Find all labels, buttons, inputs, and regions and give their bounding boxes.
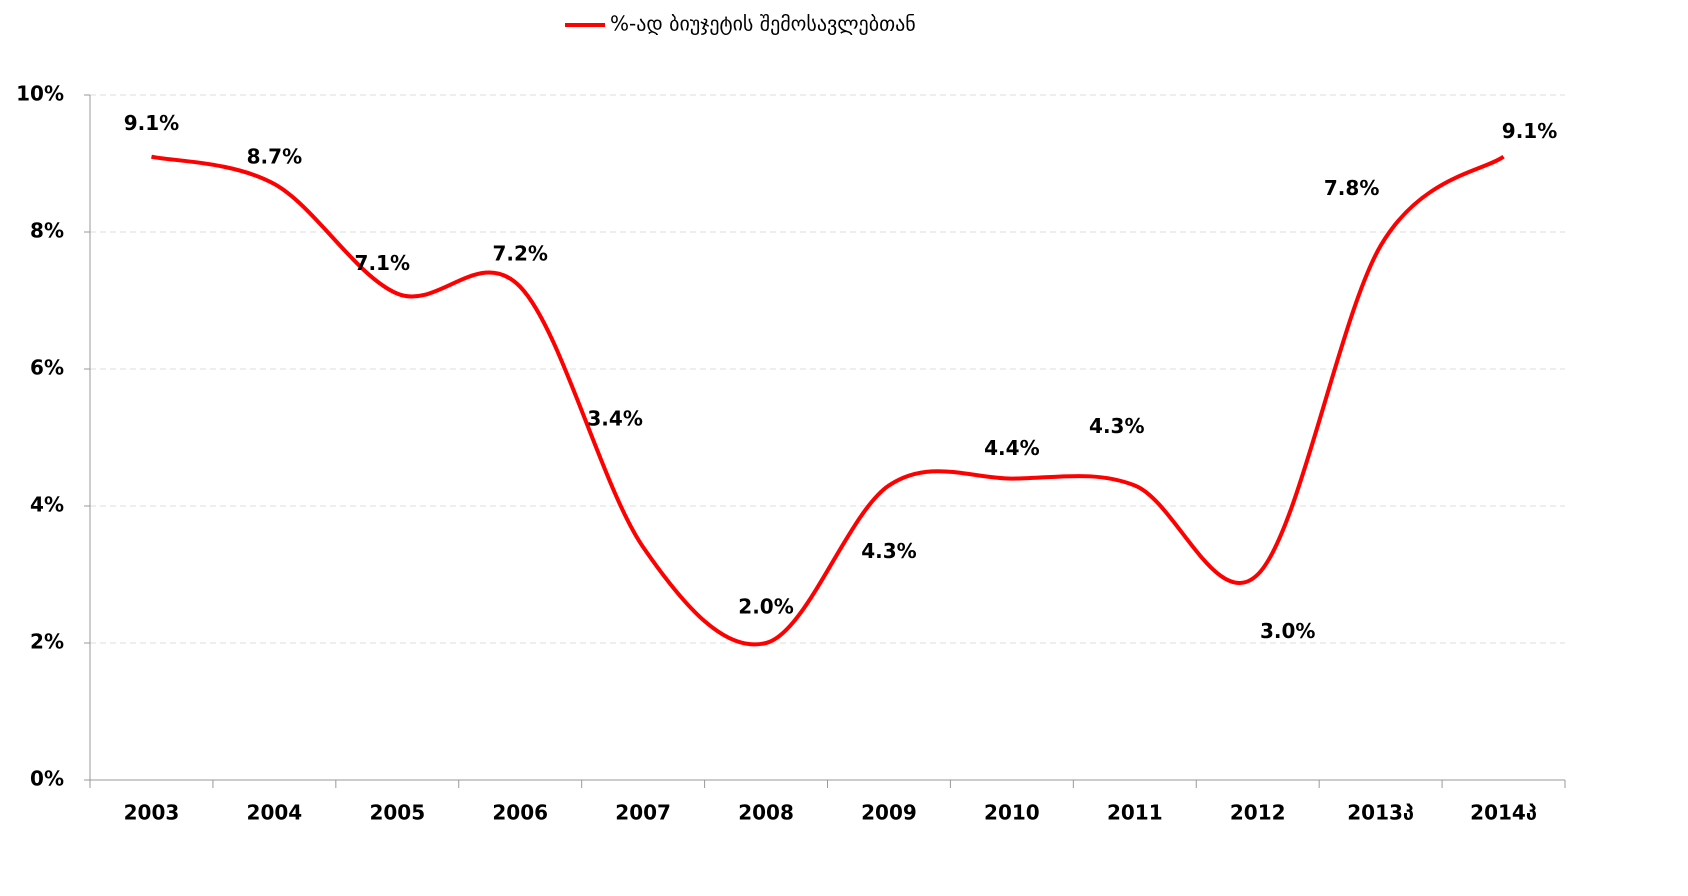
data-label: 2.0% (738, 595, 793, 619)
x-tick-label: 2008 (738, 801, 794, 825)
data-label: 3.4% (587, 407, 642, 431)
y-tick-label: 2% (30, 630, 64, 654)
data-label: 4.3% (1089, 414, 1144, 438)
data-label: 4.4% (984, 436, 1039, 460)
data-label: 9.1% (1502, 119, 1557, 143)
x-tick-label: 2005 (369, 801, 425, 825)
data-label: 7.1% (355, 251, 410, 275)
x-tick-label: 2010 (984, 801, 1040, 825)
legend-text: %-ად ბიუჯეტის შემოსავლებთან (610, 12, 916, 36)
x-tick-label: 2012 (1230, 801, 1286, 825)
line (151, 154, 1505, 647)
data-label: 4.3% (861, 539, 916, 563)
y-tick-label: 6% (30, 356, 64, 380)
y-tick-label: 4% (30, 493, 64, 517)
y-tick-label: 0% (30, 767, 64, 791)
y-tick-label: 10% (16, 82, 64, 106)
data-label: 3.0% (1260, 619, 1315, 643)
data-label: 9.1% (124, 111, 179, 135)
x-tick-label: 2006 (492, 801, 548, 825)
x-tick-label: 2009 (861, 801, 917, 825)
x-tick-label: 2007 (615, 801, 671, 825)
x-tick-label: 2004 (247, 801, 303, 825)
x-tick-label: 2014პ (1470, 801, 1537, 825)
data-label: 7.2% (492, 241, 547, 265)
x-tick-label: 2011 (1107, 801, 1163, 825)
y-tick-label: 8% (30, 219, 64, 243)
x-tick-label: 2013პ (1347, 801, 1414, 825)
x-tick-label: 2003 (124, 801, 180, 825)
data-label: 7.8% (1324, 176, 1379, 200)
data-label: 8.7% (247, 145, 302, 169)
